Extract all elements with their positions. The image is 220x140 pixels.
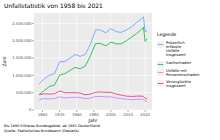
legend-label: PolizeilicherfassteUnfälleinsgesamt	[166, 40, 186, 58]
grid-line	[128, 13, 129, 110]
grid-line	[34, 75, 152, 76]
x-tick-label: 2020	[140, 112, 150, 117]
x-tick-label: 1960	[38, 112, 48, 117]
x-tick-label: 1970	[55, 112, 65, 117]
title: Unfallstatistik von 1958 bis 2021	[4, 2, 103, 9]
tick	[32, 23, 34, 24]
caption: Bis 1990 früheres Bundesgebiet, ab 1991 …	[4, 124, 100, 128]
grid-line	[76, 13, 77, 110]
tick	[32, 75, 34, 76]
series-line	[39, 27, 147, 94]
grid-line	[34, 40, 152, 41]
legend-key-bg	[157, 61, 164, 68]
grid-line	[42, 13, 43, 110]
legend-key-bg	[157, 41, 164, 48]
y-tick-label: 2.000.000	[12, 38, 32, 43]
legend-label: Unfälle mitPersonenschaden	[166, 68, 200, 77]
legend-key	[158, 83, 163, 84]
grid-line	[34, 23, 152, 24]
x-tick-label: 1990	[89, 112, 99, 117]
y-tick-label: 500.000	[16, 90, 32, 95]
series-group	[39, 17, 147, 101]
x-tick-label: 2010	[123, 112, 133, 117]
legend-key	[158, 72, 163, 73]
x-axis-label: Jahr	[88, 118, 98, 123]
y-tick-label: 2.500.000	[12, 21, 32, 26]
grid-line	[34, 58, 152, 59]
legend-label: Sachschaden	[166, 60, 192, 65]
series-line	[39, 96, 147, 101]
grid-line	[110, 13, 111, 110]
y-tick-label: 1.500.000	[12, 55, 32, 60]
tick	[32, 110, 34, 111]
legend-key	[158, 44, 163, 45]
y-axis-label: Zahl	[2, 57, 7, 67]
y-tick-label: 1.000.000	[12, 73, 32, 78]
chart: Unfallstatistik von 1958 bis 2021 0 500.00…	[0, 0, 220, 140]
caption: Quelle: Statistisches Bundesamt (Destati…	[4, 129, 80, 133]
y-tick-label: 0	[29, 107, 32, 112]
grid-line	[93, 13, 94, 110]
plot-panel	[34, 13, 152, 110]
tick	[32, 92, 34, 93]
tick	[32, 40, 34, 41]
x-tick-label: 2000	[106, 112, 116, 117]
legend-label: Verunglückteinsgesamt	[166, 79, 192, 88]
legend-key-bg	[157, 69, 164, 76]
tick	[32, 58, 34, 59]
series-line	[39, 91, 147, 99]
legend-key	[158, 64, 163, 65]
grid-line	[34, 110, 152, 111]
x-tick-label: 1980	[72, 112, 82, 117]
legend-title: Legende	[157, 32, 177, 37]
legend-key-bg	[157, 80, 164, 87]
